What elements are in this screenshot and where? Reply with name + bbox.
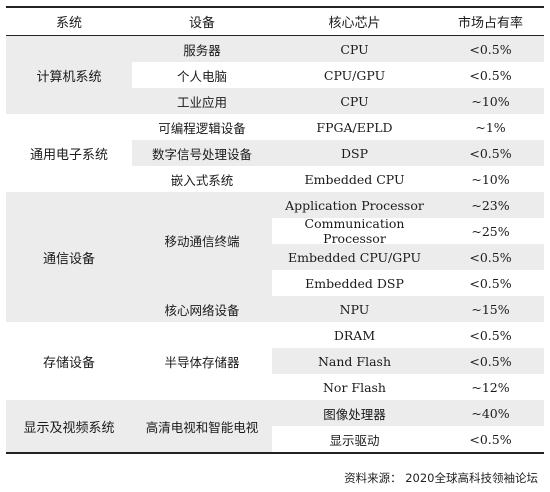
chip-cell: Application Processor [285, 197, 424, 213]
table-row: 服务器 CPU <0.5% [132, 36, 544, 62]
share-cell: ~15% [471, 301, 510, 317]
share-cell: ~25% [471, 223, 510, 239]
device-cell: 个人电脑 [176, 68, 227, 84]
table-row: Embedded CPU/GPU <0.5% [272, 244, 544, 270]
group-storage: 存储设备 半导体存储器 DRAM <0.5% Nand Flash <0.5% [6, 322, 544, 400]
table-row: 嵌入式系统 Embedded CPU ~10% [132, 166, 544, 192]
system-cell: 显示及视频系统 [6, 400, 132, 452]
table-row: 工业应用 CPU ~10% [132, 88, 544, 114]
table-row: DRAM <0.5% [272, 322, 544, 348]
chip-cell: Nor Flash [322, 379, 386, 395]
group-computer: 计算机系统 服务器 CPU <0.5% 个人电脑 CPU/GPU <0.5% 工… [6, 36, 544, 114]
share-cell: ~1% [475, 119, 506, 135]
share-cell: <0.5% [469, 431, 512, 447]
system-cell: 计算机系统 [6, 36, 132, 114]
table-row: 显示驱动 <0.5% [272, 426, 544, 452]
device-cell: 高清电视和智能电视 [145, 419, 259, 435]
header-system: 系统 [55, 16, 82, 31]
chip-cell: DRAM [333, 327, 376, 343]
chip-cell: CPU/GPU [323, 67, 386, 83]
table-row: Embedded DSP <0.5% [272, 270, 544, 296]
table-row: 图像处理器 ~40% [272, 400, 544, 426]
device-cell: 数字信号处理设备 [151, 146, 252, 162]
chip-cell: 图像处理器 [323, 406, 386, 422]
table-row: Nand Flash <0.5% [272, 348, 544, 374]
header-share: 市场占有率 [457, 16, 523, 31]
device-cell: 核心网络设备 [164, 303, 240, 318]
share-cell: <0.5% [469, 327, 512, 343]
table-row: 个人电脑 CPU/GPU <0.5% [132, 62, 544, 88]
table-row: Application Processor ~23% [272, 192, 544, 218]
chip-cell: Embedded CPU [304, 171, 405, 187]
table-row: Communication Processor ~25% [272, 216, 544, 246]
header-device: 设备 [188, 16, 215, 31]
system-cell: 通信设备 [6, 192, 132, 322]
share-cell: <0.5% [469, 353, 512, 369]
share-cell: <0.5% [469, 275, 512, 291]
table-row: NPU ~15% [272, 296, 544, 322]
chip-cell: CPU [340, 93, 369, 109]
chip-cell: CPU [340, 41, 369, 57]
share-cell: ~12% [471, 379, 510, 395]
share-cell: ~10% [471, 93, 510, 109]
device-cell: 半导体存储器 [164, 354, 240, 370]
chip-cell: DSP [341, 145, 368, 161]
table-row: Nor Flash ~12% [272, 374, 544, 400]
system-cell: 通用电子系统 [6, 114, 132, 192]
chip-cell: FPGA/EPLD [316, 119, 393, 135]
share-cell: <0.5% [469, 145, 512, 161]
table-row: 数字信号处理设备 DSP <0.5% [132, 140, 544, 166]
chip-cell: Embedded DSP [305, 275, 404, 291]
system-cell: 存储设备 [6, 322, 132, 400]
chip-cell: Nand Flash [317, 353, 391, 369]
chip-market-share-table: 系统 设备 核心芯片 市场占有率 计算机系统 服务器 CPU <0.5% 个人电… [6, 6, 544, 454]
share-cell: <0.5% [469, 67, 512, 83]
header-chip: 核心芯片 [328, 16, 381, 31]
group-communication: 通信设备 移动通信终端 核心网络设备 Application Processor… [6, 192, 544, 322]
device-cell: 服务器 [183, 42, 221, 58]
device-cell: 移动通信终端 [164, 234, 240, 249]
chip-cell: Embedded CPU/GPU [288, 249, 421, 265]
group-general-electronics: 通用电子系统 可编程逻辑设备 FPGA/EPLD ~1% 数字信号处理设备 DS… [6, 114, 544, 192]
chip-cell: NPU [339, 301, 370, 317]
share-cell: ~23% [471, 197, 510, 213]
share-cell: <0.5% [469, 41, 512, 57]
chip-cell: 显示驱动 [329, 432, 380, 448]
share-cell: ~40% [471, 405, 510, 421]
group-display: 显示及视频系统 高清电视和智能电视 图像处理器 ~40% 显示驱动 <0.5% [6, 400, 544, 454]
table-header: 系统 设备 核心芯片 市场占有率 [6, 6, 544, 36]
share-cell: <0.5% [469, 249, 512, 265]
table-row: 可编程逻辑设备 FPGA/EPLD ~1% [132, 114, 544, 140]
chip-cell: Communication Processor [304, 216, 405, 246]
source-note: 资料来源： 2020全球高科技领袖论坛 [344, 471, 538, 485]
device-cell: 可编程逻辑设备 [158, 120, 246, 136]
device-cell: 工业应用 [176, 94, 227, 110]
share-cell: ~10% [471, 171, 510, 187]
device-cell: 嵌入式系统 [170, 172, 234, 188]
